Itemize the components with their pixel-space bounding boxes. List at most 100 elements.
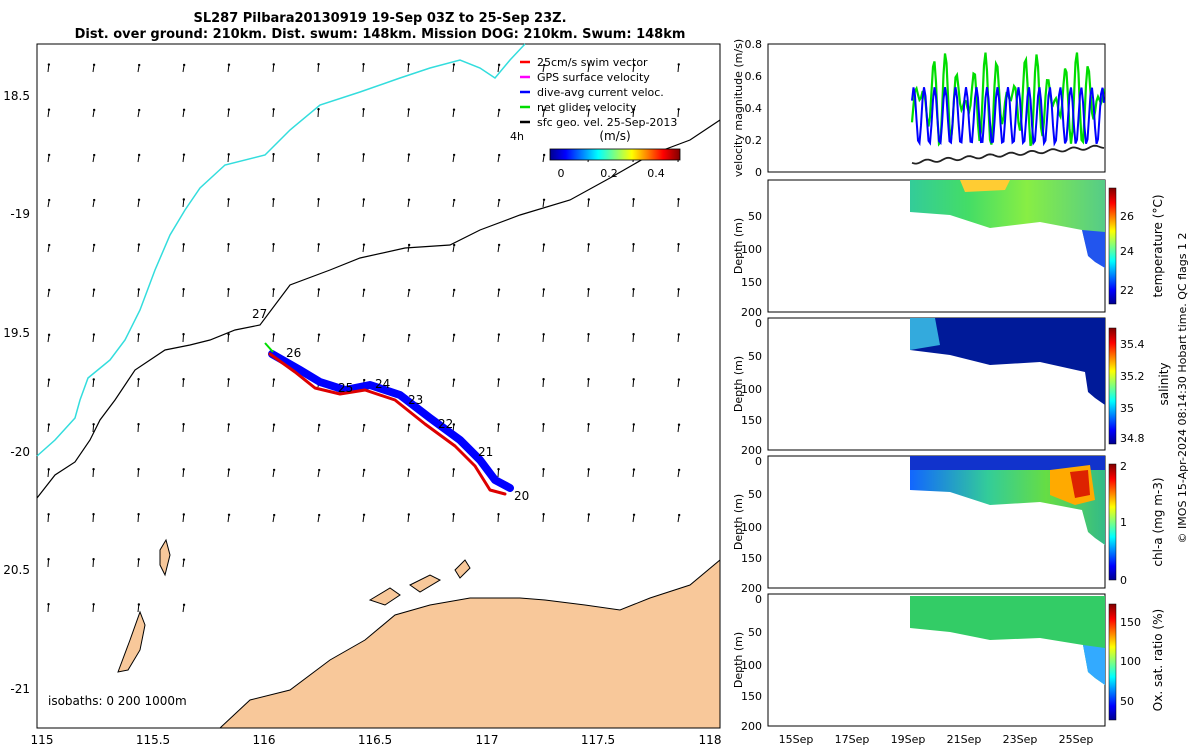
current-arrow <box>182 558 186 568</box>
current-arrow <box>92 468 95 478</box>
current-arrow <box>272 513 276 523</box>
current-arrow <box>317 423 321 433</box>
temperature-panel: 50 100 150 200 Depth (m) 22 24 26 temper… <box>732 179 1165 319</box>
current-arrow <box>587 423 590 433</box>
current-arrow <box>587 198 591 208</box>
current-arrow <box>542 422 545 433</box>
current-arrow <box>407 63 410 73</box>
chl-depth-tick-150: 150 <box>741 552 762 565</box>
current-arrow <box>677 243 680 253</box>
temp-depth-tick-200: 200 <box>741 306 762 319</box>
current-arrow <box>227 243 230 253</box>
current-arrow <box>137 422 140 433</box>
current-arrow <box>182 513 186 523</box>
current-arrow <box>92 153 96 163</box>
legend-entry: GPS surface velocity <box>520 71 650 84</box>
legend-entry: 25cm/s swim vector <box>520 56 648 69</box>
speed-colorbar <box>549 148 681 161</box>
current-arrow <box>227 108 231 118</box>
sal-depth-tick-0: 0 <box>755 317 762 330</box>
current-arrow <box>587 243 590 253</box>
sal-cb-tick-35-2: 35.2 <box>1120 370 1145 383</box>
map-ytick-21: -21 <box>10 682 30 696</box>
current-arrow <box>632 333 635 343</box>
track-day-labels: 27 26 25 24 23 22 21 20 <box>252 307 529 503</box>
current-arrow <box>317 243 320 253</box>
isobath-1000m <box>36 43 526 457</box>
current-arrow <box>407 333 411 343</box>
oxy-cb-tick-50: 50 <box>1120 695 1134 708</box>
current-arrow <box>182 603 186 613</box>
oxy-depth-tick-150: 150 <box>741 690 762 703</box>
current-arrow <box>47 153 51 163</box>
map-legend: 25cm/s swim vector GPS surface velocity di… <box>510 56 681 180</box>
current-arrow <box>542 468 545 478</box>
current-arrow <box>497 63 501 73</box>
chlorophyll-peak <box>1070 470 1090 498</box>
current-arrow <box>587 63 591 73</box>
current-arrow <box>677 423 681 433</box>
map-y-ticks: 18.5 -19 19.5 -20 20.5 -21 <box>3 89 30 696</box>
current-arrow <box>317 107 320 118</box>
temp-cb-tick-24: 24 <box>1120 245 1134 258</box>
current-arrow <box>452 108 456 118</box>
current-arrow <box>362 198 366 208</box>
dive-avg-current-line <box>911 87 1105 147</box>
map-xtick-116-5: 116.5 <box>358 733 392 747</box>
vel-ylabel: velocity magnitude (m/s) <box>732 39 745 177</box>
sal-cb-tick-35: 35 <box>1120 402 1134 415</box>
map-ytick-20-5: 20.5 <box>3 563 30 577</box>
chlorophyll-panel: 0 50 100 150 200 Depth (m) 0 1 2 chl-a (… <box>732 455 1165 595</box>
current-arrow <box>362 513 366 523</box>
track-day-label: 24 <box>375 377 390 391</box>
current-arrow <box>272 108 275 118</box>
temp-depth-tick-100: 100 <box>741 243 762 256</box>
current-arrow <box>47 198 51 208</box>
current-arrow <box>632 423 635 433</box>
map-ytick-19: -19 <box>10 207 30 221</box>
current-arrow <box>227 198 230 208</box>
sal-cb-tick-35-4: 35.4 <box>1120 338 1145 351</box>
glider-track <box>264 342 514 496</box>
current-arrow <box>182 468 185 478</box>
sal-depth-tick-50: 50 <box>748 350 762 363</box>
current-arrow <box>632 513 636 523</box>
current-arrow <box>47 63 51 73</box>
current-arrow <box>272 333 275 343</box>
current-arrow <box>137 603 141 613</box>
legend-label: net glider velocity <box>537 101 637 114</box>
legend-label: 25cm/s swim vector <box>537 56 648 69</box>
island-small-4 <box>454 559 471 579</box>
chlorophyll-colorbar <box>1108 463 1117 581</box>
current-arrow <box>317 63 320 73</box>
island-small-2 <box>368 587 401 606</box>
sal-depth-tick-100: 100 <box>741 383 762 396</box>
current-arrow <box>92 333 96 343</box>
figure-title-line2: Dist. over ground: 210km. Dist. swum: 14… <box>75 27 686 42</box>
current-arrow <box>407 423 411 433</box>
current-arrow <box>362 333 366 343</box>
current-arrow <box>362 243 366 253</box>
island-large <box>117 610 146 673</box>
current-arrow <box>452 243 456 253</box>
temp-cb-label: temperature (°C) <box>1151 195 1165 298</box>
chlorophyll-surface-low <box>910 456 1105 470</box>
map-x-ticks: 115 115.5 116 116.5 117 117.5 118 <box>31 733 722 747</box>
current-arrow <box>272 243 275 253</box>
map-xtick-117: 117 <box>476 733 499 747</box>
current-arrow <box>227 468 231 478</box>
current-arrow <box>587 332 590 343</box>
current-arrow <box>497 333 501 343</box>
oxy-cb-tick-100: 100 <box>1120 655 1141 668</box>
track-day-label: 26 <box>286 346 301 360</box>
oxygen-panel: 0 50 100 150 200 Depth (m) 50 100 150 Ox… <box>732 593 1165 733</box>
salinity-field <box>910 318 1105 405</box>
current-arrow <box>182 243 185 253</box>
current-arrow <box>317 513 321 523</box>
current-arrow <box>452 63 456 73</box>
current-arrow <box>92 558 95 568</box>
current-arrow <box>272 197 275 208</box>
sal-depth-tick-200: 200 <box>741 444 762 457</box>
current-arrow <box>227 378 230 388</box>
sal-depth-tick-150: 150 <box>741 414 762 427</box>
